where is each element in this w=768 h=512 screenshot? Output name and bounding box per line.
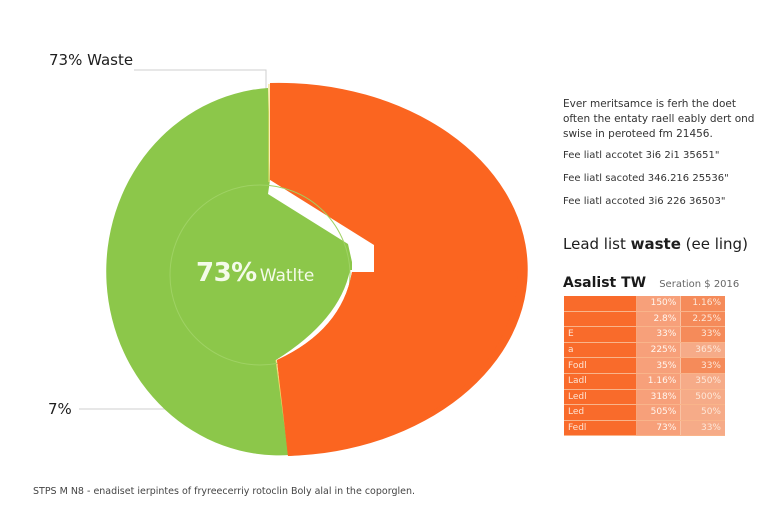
section-title-suffix: (ee ling) <box>680 235 748 253</box>
notes-panel: Ever meritsamce is ferh the doet often t… <box>563 97 763 217</box>
row-value-1: 318% <box>636 389 682 406</box>
row-label: a <box>564 342 637 359</box>
table-row: Ledl 318% 500% <box>564 389 725 406</box>
row-value-1: 2.8% <box>636 311 682 328</box>
row-value-2: 33% <box>680 357 725 374</box>
row-label <box>564 296 637 312</box>
row-label <box>564 311 637 328</box>
row-value-1: 1.16% <box>636 373 682 390</box>
row-label: Fedl <box>564 420 637 437</box>
table-row: E 33% 33% <box>564 326 725 343</box>
row-value-2: 350% <box>680 373 725 390</box>
row-value-1: 35% <box>636 357 682 374</box>
row-label: Fodl <box>564 357 637 374</box>
row-value-2: 33% <box>680 326 725 343</box>
pie-slice-green <box>106 88 373 456</box>
row-value-2: 365% <box>680 342 725 359</box>
row-value-2: 50% <box>680 404 725 421</box>
table-row: Fodl 35% 33% <box>564 357 725 374</box>
callout-label-bottom: 7% <box>48 400 72 418</box>
center-label: 73% Watlte <box>196 258 314 288</box>
table-name: Asalist TW <box>563 275 647 291</box>
data-table: 150% 1.16% 2.8% 2.25% E 33% 33% a 225% 365% Fo… <box>564 296 725 437</box>
table-row: 150% 1.16% <box>564 296 725 312</box>
table-header: Asalist TW Seration $ 2016 <box>563 272 739 291</box>
row-value-1: 73% <box>636 420 682 437</box>
pie-notch <box>268 180 374 272</box>
row-label: E <box>564 326 637 343</box>
row-label: Ledl <box>564 389 637 406</box>
row-value-2: 1.16% <box>680 296 725 312</box>
table-row: 2.8% 2.25% <box>564 311 725 328</box>
callout-label-top: 73% Waste <box>49 51 134 69</box>
section-title-regular: Lead list <box>563 235 631 253</box>
row-value-1: 225% <box>636 342 682 359</box>
table-row: a 225% 365% <box>564 342 725 359</box>
callout-line-top <box>134 69 267 92</box>
notes-line: Fee liatl sacoted 346.216 25536" <box>563 173 729 184</box>
notes-line: Fee liatl accotet 3i6 2i1 35651" <box>563 150 720 161</box>
row-value-1: 33% <box>636 326 682 343</box>
center-percentage: 73% <box>196 258 257 288</box>
row-value-2: 2.25% <box>680 311 725 328</box>
orange-overlap-fix <box>277 270 519 456</box>
notes-paragraph: Ever meritsamce is ferh the doet often t… <box>563 98 755 140</box>
table-row: Ladl 1.16% 350% <box>564 373 725 390</box>
section-title: Lead list waste (ee ling) <box>563 235 748 253</box>
table-subtitle: Seration $ 2016 <box>659 279 740 290</box>
row-value-1: 505% <box>636 404 682 421</box>
footnote: STPS M N8 - enadiset ierpintes of fryree… <box>33 486 415 497</box>
section-title-bold: waste <box>630 235 681 253</box>
table-row: Fedl 73% 33% <box>564 420 725 437</box>
center-word: Watlte <box>259 266 315 286</box>
table-row: Led 505% 50% <box>564 404 725 421</box>
row-value-1: 150% <box>636 296 682 312</box>
row-value-2: 500% <box>680 389 725 406</box>
row-label: Ladl <box>564 373 637 390</box>
inner-ring <box>169 184 351 366</box>
notes-line: Fee liatl accoted 3i6 226 36503" <box>563 196 726 207</box>
row-value-2: 33% <box>680 420 725 437</box>
row-label: Led <box>564 404 637 421</box>
